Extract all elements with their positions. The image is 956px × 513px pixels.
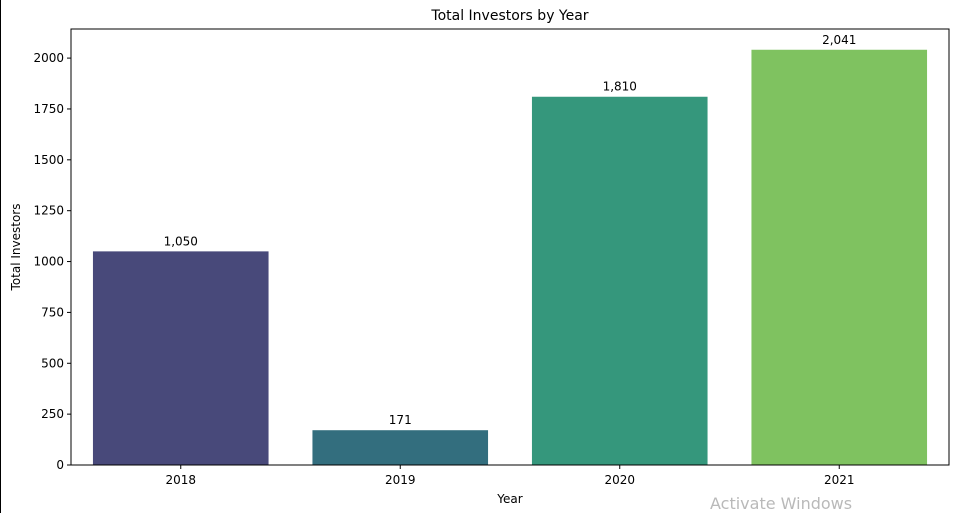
y-tick-label: 500	[41, 356, 64, 370]
data-label-2019: 171	[389, 413, 412, 427]
bar-2021	[751, 49, 928, 465]
y-tick-label: 2000	[33, 51, 64, 65]
y-tick-label: 750	[41, 305, 64, 319]
y-axis-label: Total Investors	[9, 204, 23, 292]
data-label-2020: 1,810	[603, 80, 637, 94]
bar-2018	[92, 251, 269, 465]
y-tick-label: 1250	[33, 204, 64, 218]
y-axis-ticks: 0 250 500 750 1000 1250 1500 1750 2000	[33, 51, 71, 472]
x-axis-ticks: 2018 2019 2020 2021	[165, 465, 855, 487]
y-tick-label: 1500	[33, 153, 64, 167]
y-tick-label: 1750	[33, 102, 64, 116]
data-label-2021: 2,041	[822, 33, 856, 47]
x-axis-label: Year	[496, 492, 522, 506]
data-label-2018: 1,050	[164, 234, 198, 248]
plot-frame	[70, 28, 950, 466]
bar-2020	[531, 96, 708, 466]
data-labels-group: 1,050 171 1,810 2,041	[164, 33, 857, 427]
window-left-border	[0, 0, 1, 513]
bar-2019	[312, 430, 489, 465]
x-tick-label-2019: 2019	[385, 473, 416, 487]
y-tick-label: 1000	[33, 255, 64, 269]
chart-title: Total Investors by Year	[430, 8, 588, 24]
activate-windows-watermark: Activate Windows	[710, 494, 853, 513]
x-tick-label-2018: 2018	[165, 473, 196, 487]
y-tick-label: 0	[56, 458, 64, 472]
x-tick-label-2020: 2020	[604, 473, 635, 487]
y-tick-label: 250	[41, 407, 64, 421]
x-tick-label-2021: 2021	[824, 473, 855, 487]
bars-group	[92, 49, 928, 466]
